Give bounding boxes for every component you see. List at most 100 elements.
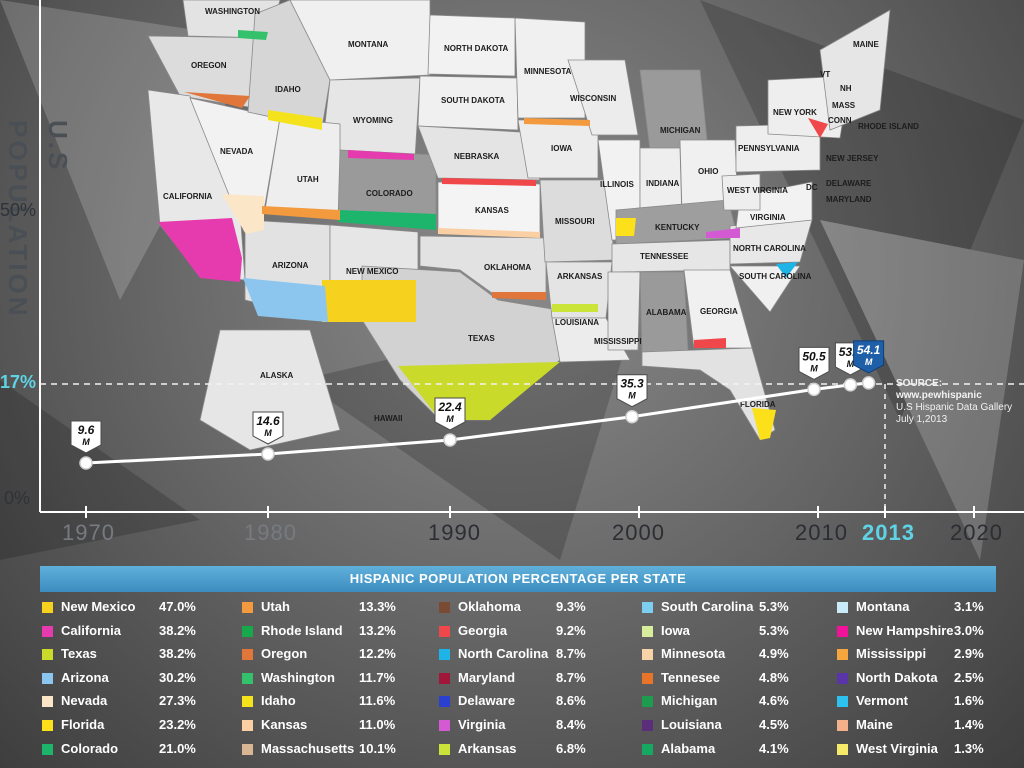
state-name: Mississippi [856, 646, 927, 662]
map-label: INDIANA [646, 179, 680, 188]
color-swatch [242, 672, 253, 684]
state-percentage-table: New Mexico 47.0% California 38.2% Texas 38.2%… [40, 597, 1024, 768]
y-tick-label-reference: 17% [0, 372, 37, 392]
state-percentage: 21.0% [159, 740, 196, 756]
state-percentage: 4.9% [759, 646, 789, 662]
state-minnesota [514, 17, 586, 119]
map-label: NH [840, 84, 852, 93]
color-swatch [837, 743, 848, 755]
table-row: Delaware 8.6% [437, 691, 633, 715]
table-column: South Carolina 5.3% Iowa 5.3% Minnesota 4.9% T… [640, 597, 836, 762]
state-name: Maine [856, 716, 893, 732]
state-percentage: 38.2% [159, 646, 196, 662]
color-swatch [642, 719, 653, 731]
state-percentage: 11.6% [359, 693, 396, 709]
svg-text:M: M [446, 414, 454, 424]
state-percentage: 8.4% [556, 716, 586, 732]
state-percentage: 4.5% [759, 716, 789, 732]
state-name: Oklahoma [458, 599, 521, 614]
map-label: RHODE ISLAND [858, 122, 919, 131]
state-percentage: 10.1% [359, 740, 396, 756]
map-label: KANSAS [475, 206, 509, 215]
color-swatch [837, 696, 848, 708]
svg-text:M: M [865, 357, 873, 367]
color-swatch [642, 649, 653, 661]
table-row: Nevada 27.3% [40, 691, 236, 715]
state-name: Louisiana [661, 716, 722, 732]
map-label: NEW YORK [773, 108, 817, 117]
svg-text:54.1: 54.1 [857, 343, 881, 357]
state-name: Arkansas [458, 740, 517, 756]
map-label: VIRGINIA [750, 213, 786, 222]
color-swatch [42, 625, 53, 637]
map-label: WASHINGTON [205, 7, 260, 16]
color-swatch [439, 625, 450, 637]
svg-text:35.3: 35.3 [620, 377, 644, 391]
map-label: OKLAHOMA [484, 263, 531, 272]
map-labels: WASHINGTON OREGON CALIFORNIA NEVADA IDAH… [163, 7, 919, 423]
x-tick-label-highlight: 2013 [862, 520, 915, 545]
svg-text:M: M [847, 359, 855, 369]
map-label: NORTH CAROLINA [733, 244, 806, 253]
map-label: NEW MEXICO [346, 267, 398, 276]
map-label: ALASKA [260, 371, 294, 380]
map-label: DELAWARE [826, 179, 872, 188]
color-swatch [837, 625, 848, 637]
table-row: Massachusetts 10.1% [240, 739, 436, 763]
state-name: Rhode Island [261, 622, 343, 638]
data-label: 35.3M [616, 374, 648, 408]
state-michigan [639, 69, 709, 151]
state-name: Kansas [261, 716, 308, 732]
svg-text:22.4: 22.4 [437, 400, 462, 414]
x-tick-label: 2020 [950, 520, 1003, 545]
table-row: Michigan 4.6% [640, 691, 836, 715]
state-montana [289, 0, 431, 81]
state-north-dakota [427, 14, 516, 77]
table-row: Arizona 30.2% [40, 668, 236, 692]
map-label: WISCONSIN [570, 94, 616, 103]
table-row: New Hampshire 3.0% [835, 621, 1024, 645]
table-column: Montana 3.1% New Hampshire 3.0% Mississippi 2… [835, 597, 1024, 762]
svg-text:M: M [628, 391, 636, 401]
x-tick-label: 1980 [244, 520, 297, 545]
color-swatch [642, 743, 653, 755]
state-percentage: 8.7% [556, 646, 586, 662]
x-tick-label: 1990 [428, 520, 481, 545]
state-percentage: 9.3% [556, 599, 586, 614]
state-idaho [247, 0, 331, 129]
state-percentage: 3.0% [954, 622, 984, 638]
color-swatch [242, 743, 253, 755]
state-highlights [158, 30, 828, 440]
table-column: New Mexico 47.0% California 38.2% Texas 38.2%… [40, 597, 236, 762]
color-swatch [837, 672, 848, 684]
table-column: Utah 13.3% Rhode Island 13.2% Oregon 12.2% Was… [240, 597, 436, 762]
state-mississippi [607, 271, 641, 351]
color-swatch [242, 602, 253, 613]
state-percentage: 38.2% [159, 622, 196, 638]
state-name: New Mexico [61, 599, 136, 614]
table-row: Rhode Island 13.2% [240, 621, 436, 645]
map-label: MICHIGAN [660, 126, 701, 135]
svg-text:M: M [810, 363, 818, 373]
state-name: North Carolina [458, 646, 549, 662]
map-label: TENNESSEE [640, 252, 689, 261]
state-name: Oregon [261, 646, 308, 662]
map-label: SOUTH DAKOTA [441, 96, 505, 105]
svg-text:14.6: 14.6 [256, 414, 280, 428]
state-percentage: 11.0% [359, 716, 396, 732]
state-percentage: 1.4% [954, 716, 984, 732]
table-row: Utah 13.3% [240, 597, 436, 621]
state-name: California [61, 622, 121, 638]
state-name: Montana [856, 599, 910, 614]
map-label: MISSISSIPPI [594, 337, 642, 346]
table-row: Vermont 1.6% [835, 691, 1024, 715]
state-name: South Carolina [661, 599, 754, 614]
color-swatch [837, 602, 848, 613]
table-row: Maine 1.4% [835, 715, 1024, 739]
x-tick-label: 1970 [62, 520, 115, 545]
color-swatch [242, 696, 253, 708]
color-swatch [439, 602, 450, 613]
state-percentage: 6.8% [556, 740, 586, 756]
color-swatch [642, 625, 653, 637]
